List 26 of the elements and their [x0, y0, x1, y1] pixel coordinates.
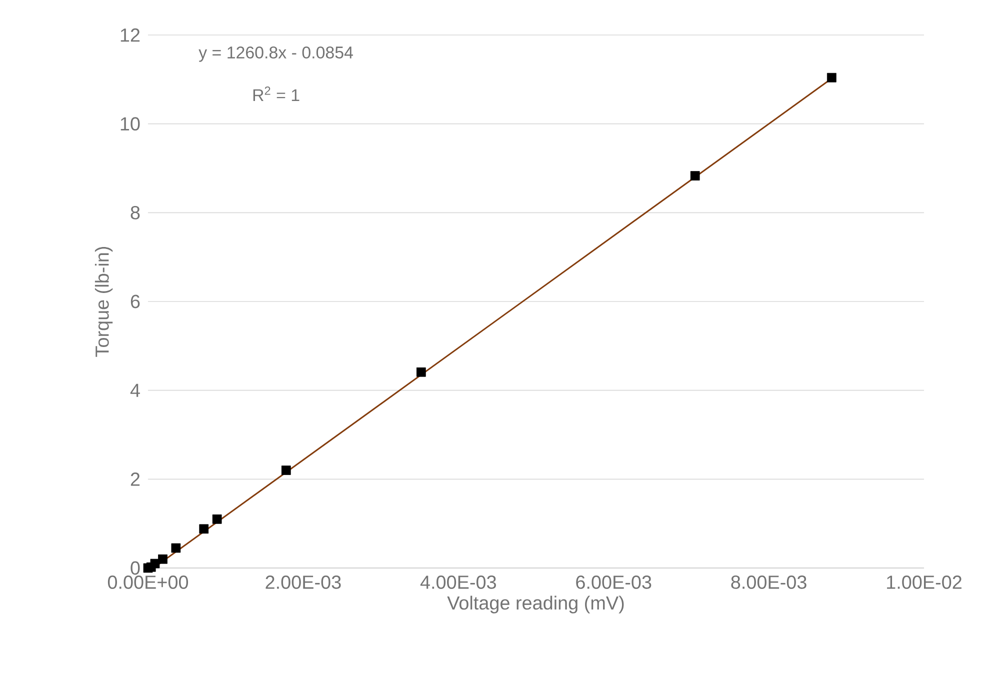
y-tick-label: 0: [130, 561, 140, 575]
x-tick-label: 4.00E-03: [420, 576, 496, 589]
point: [171, 543, 181, 553]
x-tick-label: 1.00E-02: [887, 576, 962, 589]
y-tick-label: 10: [120, 117, 140, 131]
y-tick-label: 12: [120, 28, 140, 42]
y-tick-label: 6: [130, 294, 140, 308]
point: [199, 524, 209, 534]
point: [690, 171, 700, 180]
annotation: R$^{2}$ = 1: [253, 86, 300, 102]
point: [212, 514, 222, 524]
point: [150, 558, 160, 568]
x-tick-label: 6.00E-03: [576, 576, 652, 589]
y-tick-label: 8: [130, 206, 140, 220]
y-tick-label: 4: [130, 384, 140, 397]
point: [826, 72, 836, 82]
x-tick-label: 8.00E-03: [731, 576, 806, 589]
point: [281, 466, 291, 475]
point: [416, 367, 426, 377]
x-tick-label: 2.00E-03: [266, 576, 341, 589]
point: [158, 554, 168, 564]
x-axis-title: Voltage reading (mV): [447, 596, 624, 614]
x-tick-label: 0.00E+00: [108, 576, 188, 589]
y-axis-title: Torque (lb-in): [94, 246, 113, 357]
y-tick-label: 2: [130, 472, 140, 486]
annotation: y = 1260.8x - 0.0854: [198, 46, 353, 62]
